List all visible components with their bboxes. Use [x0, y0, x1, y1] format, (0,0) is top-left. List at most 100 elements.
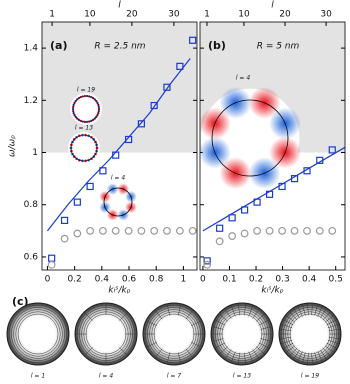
- top-tick-label: 10: [238, 10, 250, 20]
- circle-marker: [228, 232, 237, 240]
- ring-spoke: [317, 305, 323, 317]
- ring-spoke: [252, 349, 260, 360]
- ring-caption: l = 4: [99, 373, 114, 380]
- ring-spoke: [83, 347, 93, 357]
- ring-spoke: [326, 319, 338, 326]
- ring-spoke: [320, 307, 328, 319]
- circle-marker: [47, 260, 56, 269]
- ring-spoke: [248, 304, 254, 317]
- circle-marker: [111, 226, 120, 235]
- ring-spoke: [230, 304, 236, 317]
- square-marker: [216, 224, 224, 232]
- ring-spoke: [324, 345, 335, 354]
- circle-marker: [60, 234, 69, 243]
- circle-marker: [175, 226, 184, 235]
- shaded-region: [42, 22, 197, 153]
- y-axis-label: ω/ωₚ: [8, 135, 18, 157]
- ring-spoke: [230, 351, 236, 364]
- x-tick-label: 0.4: [95, 275, 110, 285]
- ring-spoke: [322, 311, 332, 321]
- square-marker: [137, 120, 145, 128]
- ring-spoke: [224, 349, 232, 360]
- circle-marker: [203, 260, 212, 269]
- inset-label: l = 4: [111, 175, 126, 182]
- panel-label: (b): [208, 39, 226, 52]
- ring-spoke: [185, 309, 194, 320]
- x-tick-label: 0.6: [122, 275, 137, 285]
- ring-spoke: [218, 346, 228, 355]
- ring-spoke: [328, 336, 341, 340]
- ring-spoke: [285, 345, 296, 354]
- ring-spoke: [311, 352, 313, 365]
- x-tick-label: 0.2: [249, 275, 263, 285]
- ring-spoke: [322, 347, 332, 357]
- ring-spoke: [244, 303, 246, 316]
- annotation: R = 2.5 nm: [94, 42, 145, 52]
- ring-spoke: [292, 307, 300, 319]
- top-axis-label: l: [118, 1, 121, 11]
- y-tick-label: 1.4: [24, 44, 39, 54]
- ring-spoke: [145, 342, 157, 348]
- ring-spoke: [280, 339, 293, 345]
- ring-spoke: [307, 352, 309, 365]
- ring-spoke: [177, 352, 182, 365]
- circle-marker: [240, 229, 249, 238]
- ring-spoke: [282, 342, 294, 349]
- ring-spoke: [317, 351, 323, 363]
- ring-spoke: [292, 349, 300, 361]
- y-tick-label: 0.8: [24, 200, 39, 210]
- square-marker: [86, 182, 94, 191]
- x-tick-label: 0: [45, 275, 51, 285]
- ring-contour: [13, 309, 63, 359]
- ring-spoke: [285, 314, 296, 323]
- circle-marker: [328, 226, 337, 235]
- top-tick-label: 1: [49, 10, 55, 20]
- ring-spoke: [119, 311, 129, 321]
- top-tick-label: 10: [84, 10, 96, 20]
- ring-spoke: [244, 352, 246, 365]
- inset-bg: [70, 93, 102, 125]
- ring-spoke: [288, 311, 298, 321]
- ring-spoke: [256, 313, 266, 322]
- square-marker: [241, 206, 249, 214]
- ring-caption: l = 1: [31, 373, 45, 380]
- circle-marker: [265, 226, 274, 235]
- ring-spoke: [154, 309, 163, 320]
- x-axis-label: kₗˢ/kₚ: [261, 286, 283, 296]
- ring-spoke: [191, 320, 203, 326]
- ring-spoke: [279, 336, 292, 340]
- ring-spoke: [238, 352, 240, 365]
- ring-spoke: [280, 323, 293, 329]
- ring-spoke: [191, 342, 203, 348]
- top-tick-label: 1: [204, 10, 210, 20]
- circle-marker: [124, 226, 133, 235]
- circle-marker: [163, 226, 171, 235]
- ring-spoke: [248, 351, 254, 364]
- ring-spoke: [282, 319, 294, 326]
- x-tick-label: 0.4: [302, 275, 317, 285]
- x-tick-label: 0: [200, 275, 206, 285]
- ring-contour: [11, 307, 65, 361]
- ring-spoke: [314, 352, 318, 365]
- square-marker: [189, 36, 197, 44]
- inset-bg: [68, 132, 100, 164]
- ring-spoke: [154, 348, 163, 359]
- ring-spoke: [252, 308, 260, 319]
- circle-marker: [315, 226, 324, 235]
- ring-spoke: [83, 311, 93, 321]
- mode-ring: [70, 134, 98, 162]
- inset-label: l = 19: [77, 87, 95, 94]
- ring-spoke: [302, 303, 306, 316]
- y-tick-label: 1: [32, 148, 38, 158]
- circle-marker: [73, 229, 82, 238]
- plot-frame: [41, 21, 198, 271]
- panel-label: (a): [50, 39, 67, 52]
- ring-spoke: [119, 347, 129, 357]
- ring-spoke: [326, 342, 338, 349]
- x-tick-label: 0.8: [149, 275, 164, 285]
- square-marker: [150, 101, 158, 110]
- top-tick-label: 30: [168, 10, 180, 20]
- square-marker: [176, 62, 184, 70]
- ring-spoke: [279, 328, 292, 332]
- ring-spoke: [307, 303, 309, 316]
